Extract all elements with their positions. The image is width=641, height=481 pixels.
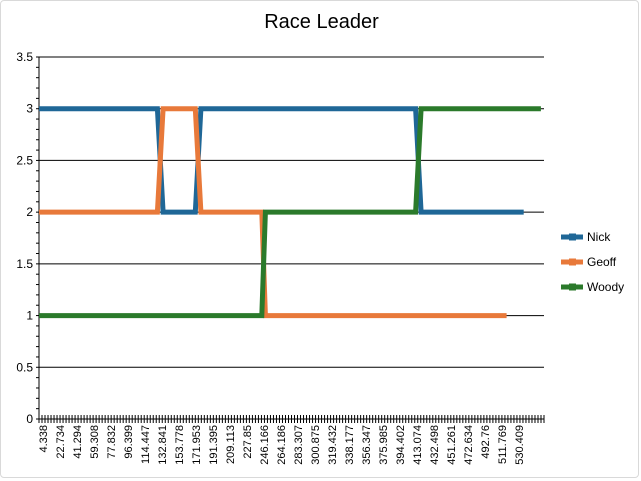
x-tick-label: 96.399 — [123, 425, 135, 459]
x-tick-label: 246.166 — [259, 425, 271, 465]
x-tick-label: 375.985 — [378, 425, 390, 465]
x-tick-label: 511.769 — [497, 425, 509, 464]
x-tick-label: 338.177 — [344, 425, 356, 465]
x-tick-label: 132.841 — [157, 425, 169, 465]
x-tick-label: 530.409 — [514, 425, 526, 465]
y-tick-label: 3.5 — [16, 50, 33, 64]
x-tick-label: 451.261 — [446, 425, 458, 465]
y-tick-label: 0 — [26, 412, 33, 426]
x-tick-label: 59.308 — [89, 425, 101, 459]
x-tick-label: 77.832 — [106, 425, 118, 459]
x-tick-label: 191.395 — [208, 425, 220, 465]
y-tick-label: 1.5 — [16, 257, 33, 271]
y-tick-label: 2.5 — [16, 153, 33, 167]
x-tick-label: 171.953 — [191, 425, 203, 465]
y-tick-label: 3 — [26, 102, 33, 116]
legend-label-woody: Woody — [587, 280, 624, 294]
legend-marker-nick — [569, 233, 576, 241]
x-tick-label: 22.734 — [55, 425, 67, 459]
x-tick-label: 114.447 — [140, 425, 152, 464]
x-tick-label: 300.875 — [310, 425, 322, 465]
y-tick-label: 1 — [26, 309, 33, 323]
x-tick-label: 209.113 — [225, 425, 237, 464]
x-tick-label: 283.307 — [293, 425, 305, 465]
legend-label-nick: Nick — [587, 230, 611, 244]
x-tick-label: 153.778 — [174, 425, 186, 465]
x-tick-label: 319.432 — [327, 425, 339, 465]
legend-marker-geoff — [569, 258, 576, 266]
x-tick-label: 472.634 — [463, 425, 475, 465]
x-tick-label: 394.402 — [395, 425, 407, 465]
x-tick-label: 432.498 — [429, 425, 441, 465]
y-tick-label: 2 — [26, 205, 33, 219]
x-tick-label: 41.294 — [72, 425, 84, 459]
x-tick-label: 492.76 — [480, 425, 492, 459]
y-tick-label: 0.5 — [16, 360, 33, 374]
legend-label-geoff: Geoff — [587, 255, 617, 269]
series-line-woody — [39, 106, 541, 319]
chart-title: Race Leader — [264, 11, 379, 33]
x-tick-label: 356.347 — [361, 425, 373, 465]
legend-marker-woody — [569, 283, 576, 291]
x-tick-label: 264.186 — [276, 425, 288, 465]
x-tick-label: 413.074 — [412, 425, 424, 465]
x-tick-label: 4.338 — [38, 425, 50, 453]
x-tick-label: 227.85 — [242, 425, 254, 459]
